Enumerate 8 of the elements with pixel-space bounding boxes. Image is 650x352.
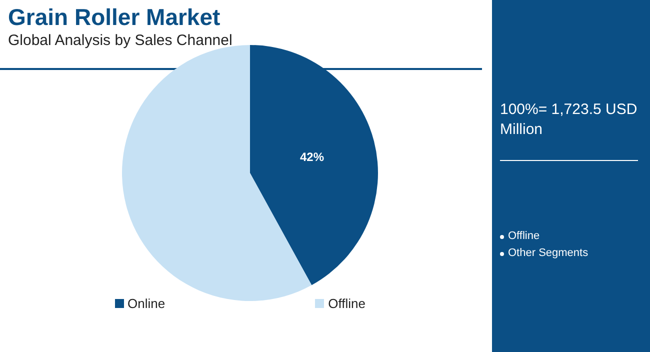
data-label: 42%	[300, 150, 324, 164]
chart-subtitle: Global Analysis by Sales Channel	[8, 32, 232, 49]
text: 100%= 1,723.5 USD Million	[500, 100, 638, 140]
legend-label: Offline	[327, 296, 366, 311]
legend-label: Online	[126, 296, 166, 311]
text: Offline	[507, 229, 541, 244]
chart-title: Grain Roller Market	[8, 4, 220, 31]
text: Other Segments	[507, 246, 590, 261]
